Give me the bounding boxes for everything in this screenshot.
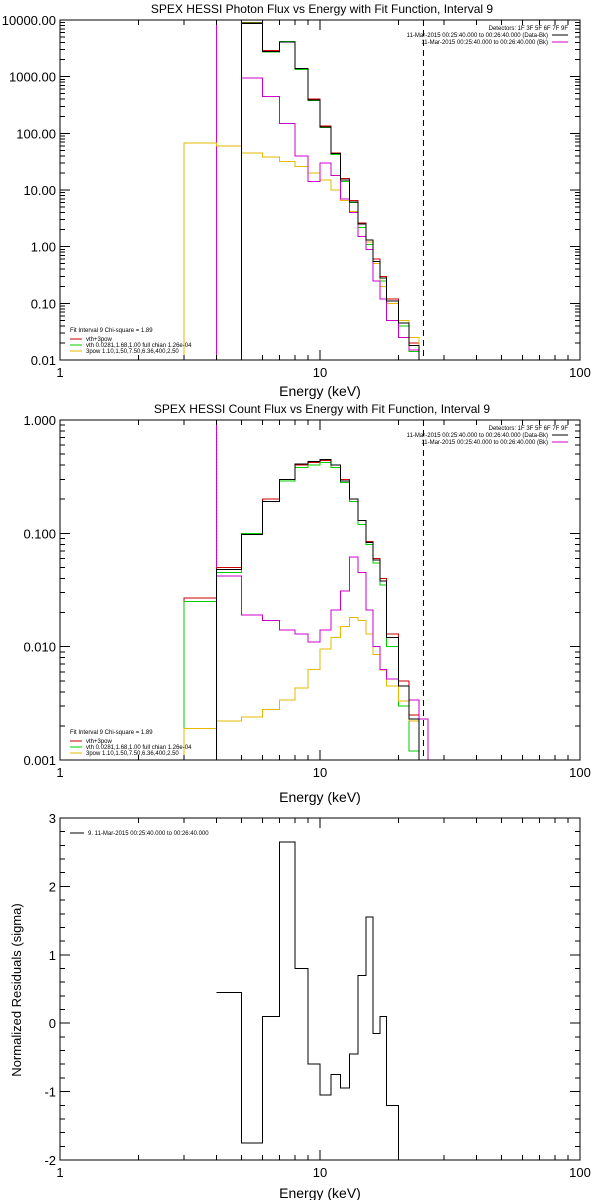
series-line: [216, 556, 429, 760]
photon-flux-panel: SPEX HESSI Photon Flux vs Energy with Fi…: [2, 2, 591, 399]
y-tick-label: 1: [49, 948, 56, 963]
legend-entry-powerlaw: 3pow 1.10,1.50,7.50,6.36,400,2.50: [86, 349, 179, 355]
x-tick-label: 10: [313, 1165, 327, 1180]
count-flux-panel: SPEX HESSI Count Flux vs Energy with Fit…: [23, 402, 590, 805]
x-tick-label: 100: [569, 365, 591, 380]
y-tick-label: 0.100: [23, 526, 56, 541]
series-line: [216, 458, 428, 761]
legend-entry-bk: 11-Mar-2015 00:25:40.000 to 00:26:40.000…: [421, 40, 548, 46]
x-axis-label: Energy (keV): [279, 383, 361, 399]
y-tick-label: 1.000: [23, 413, 56, 428]
legend-entry-thermal: vth 0.0281,1.68,1.00 full chian 1.26e-04: [86, 343, 192, 349]
x-tick-label: 1: [56, 365, 63, 380]
y-tick-label: 0.01: [31, 353, 56, 368]
series-line: [216, 841, 409, 1161]
x-tick-label: 100: [569, 1165, 591, 1180]
plot-frame: [59, 419, 581, 761]
legend-entry-data: 11-Mar-2015 00:25:40.000 to 00:26:40.000…: [407, 433, 548, 439]
x-axis-label: Energy (keV): [279, 789, 361, 805]
series-line: [241, 77, 420, 360]
series-line: [183, 142, 420, 360]
axis-ticks: 1 10 100 0.01 0.10 1.00 10.00 100.00 1000.00 1000…: [2, 13, 591, 380]
y-tick-label: 0.001: [23, 753, 56, 768]
plot-frame: [59, 817, 581, 1161]
x-tick-label: 1: [56, 765, 63, 780]
series-line: [241, 22, 420, 360]
legend-entry-total: vth+3pow: [86, 337, 113, 343]
x-tick-label: 1: [56, 1165, 63, 1180]
legend-header: Detectors: 1F 3F 5F 6F 7F 9F: [489, 26, 569, 32]
x-tick-label: 10: [313, 765, 327, 780]
series-line: [241, 22, 420, 360]
y-tick-label: 1.00: [31, 240, 56, 255]
legend-entry-total: vth+3pow: [86, 739, 113, 745]
y-tick-label: 3: [49, 811, 56, 826]
legend-entry-bk: 11-Mar-2015 00:25:40.000 to 00:26:40.000…: [421, 440, 548, 446]
y-tick-label: 0.10: [31, 296, 56, 311]
x-axis-label: Energy (keV): [279, 1185, 361, 1200]
residuals-panel: 1 10 100 -2 -1 0 1 2 3 Energy (keV) Normalized R…: [9, 811, 591, 1200]
y-axis-label: Normalized Residuals (sigma): [9, 903, 24, 1076]
series-line: [241, 22, 420, 360]
plot-frame: [59, 19, 581, 361]
y-tick-label: -2: [44, 1153, 56, 1168]
y-tick-label: 1000.00: [9, 70, 56, 85]
series-line: [183, 462, 420, 760]
y-tick-label: 10.00: [23, 183, 56, 198]
axis-ticks: 1 10 100 0.001 0.010 0.100 1.000: [23, 413, 590, 780]
y-tick-label: 0: [49, 1016, 56, 1031]
y-tick-label: 10000.00: [2, 13, 56, 28]
legend-entry-data: 11-Mar-2015 00:25:40.000 to 00:26:40.000…: [407, 33, 548, 39]
series-line: [183, 617, 420, 760]
count-flux-plot-area: [183, 420, 429, 761]
legend-entry-residual: 9. 11-Mar-2015 00:25:40.000 to 00:26:40.…: [88, 831, 209, 837]
legend-entry-thermal: vth 0.0281,1.68,1.00 full chian 1.26e-04: [86, 745, 192, 751]
chart-title: SPEX HESSI Photon Flux vs Energy with Fi…: [151, 2, 493, 16]
y-tick-label: 2: [49, 879, 56, 894]
legend-entry-powerlaw: 3pow 1.10,1.50,7.50,6.36,400,2.50: [86, 751, 179, 757]
legend-header: Detectors: 1F 3F 5F 6F 7F 9F: [489, 426, 569, 432]
legend-fit-title: Fit Interval 9 Chi-square = 1.89: [70, 730, 153, 736]
y-tick-label: 100.00: [16, 126, 56, 141]
x-tick-label: 100: [569, 765, 591, 780]
chart-title: SPEX HESSI Count Flux vs Energy with Fit…: [154, 402, 490, 416]
y-tick-label: -1: [44, 1085, 56, 1100]
x-tick-label: 10: [313, 365, 327, 380]
photon-flux-plot-area: [183, 20, 424, 360]
y-tick-label: 0.010: [23, 640, 56, 655]
legend-fit-title: Fit Interval 9 Chi-square = 1.89: [70, 328, 153, 334]
residuals-plot-area: [216, 841, 409, 1161]
series-line: [183, 459, 428, 761]
axis-ticks: 1 10 100 -2 -1 0 1 2 3: [44, 811, 590, 1180]
